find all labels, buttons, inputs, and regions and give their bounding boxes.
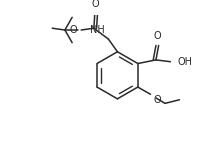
Text: NH: NH <box>90 24 105 35</box>
Text: O: O <box>70 25 78 35</box>
Text: O: O <box>92 0 99 9</box>
Text: O: O <box>154 31 162 41</box>
Text: OH: OH <box>178 57 193 67</box>
Text: O: O <box>153 95 161 105</box>
